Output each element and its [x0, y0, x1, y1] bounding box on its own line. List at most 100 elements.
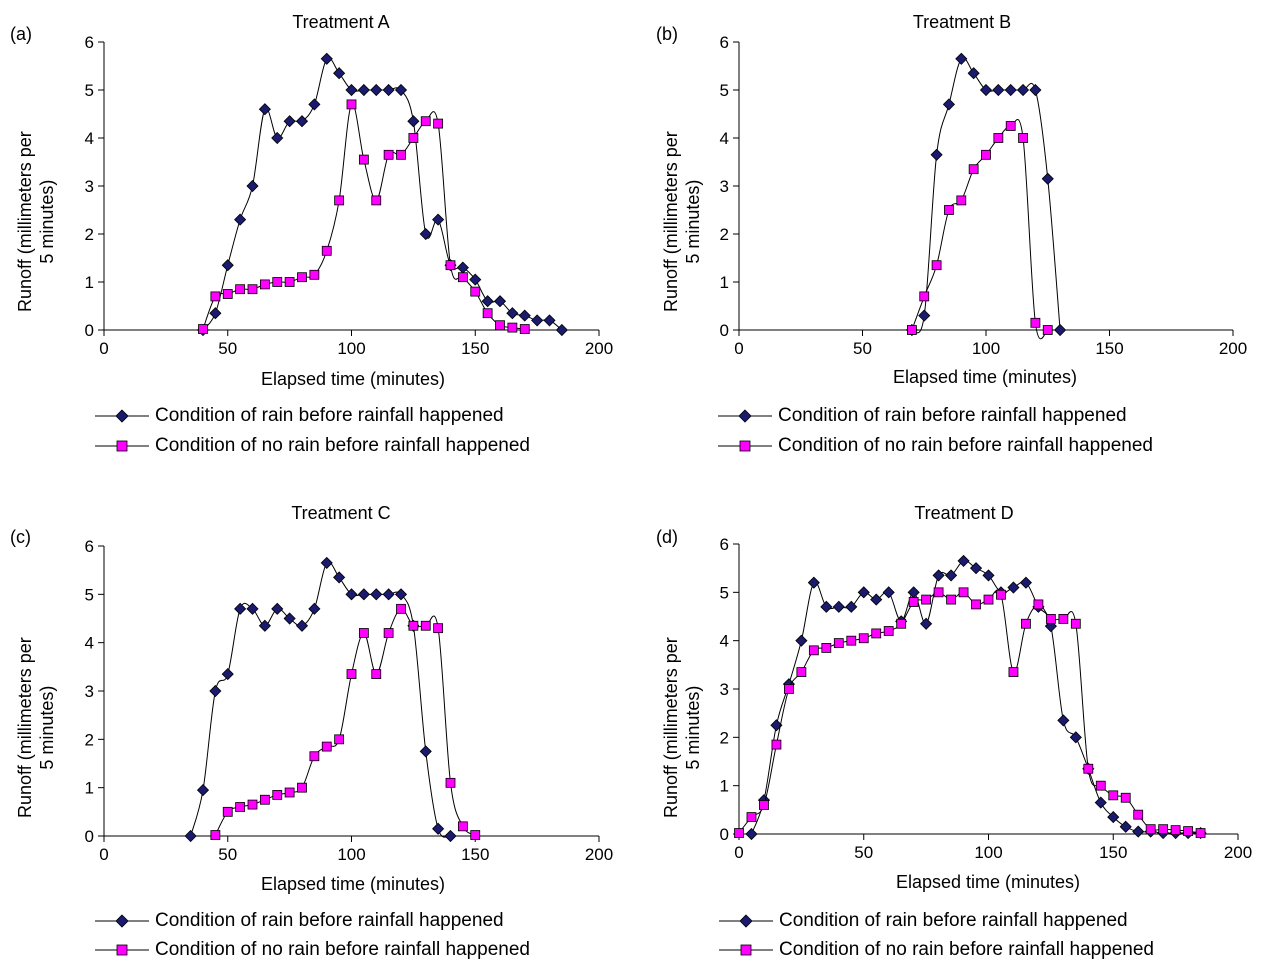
data-point-square [1083, 763, 1094, 774]
data-point-diamond [832, 600, 845, 613]
data-point-square [1158, 824, 1169, 835]
data-point-diamond [942, 98, 956, 111]
data-point-square [358, 628, 369, 638]
legend-label: Condition of no rain before rainfall hap… [779, 939, 1154, 960]
data-point-square [907, 325, 917, 335]
data-point-diamond [345, 83, 358, 97]
data-point-square [457, 821, 468, 832]
data-point-diamond [456, 261, 469, 274]
x-tick-label: 150 [461, 339, 489, 358]
data-point-square [309, 269, 320, 280]
data-point-square [759, 800, 769, 810]
data-point-square [259, 279, 270, 290]
data-point-diamond [234, 602, 247, 615]
data-point-diamond [469, 273, 482, 286]
y-tick-label: 3 [85, 177, 94, 196]
legend-entry-norain: Condition of no rain before rainfall hap… [95, 435, 530, 457]
data-point-diamond [271, 131, 284, 145]
data-point-square [297, 782, 307, 793]
legend-label: Condition of rain before rainfall happen… [155, 910, 504, 931]
data-point-square [321, 741, 332, 752]
chart-title: Treatment D [914, 503, 1014, 523]
panel-label: (a) [10, 24, 32, 44]
y-tick-label: 5 [720, 81, 729, 100]
data-point-square [358, 154, 369, 165]
data-point-square [944, 205, 954, 215]
x-tick-label: 200 [585, 339, 613, 358]
data-point-square [1120, 792, 1131, 803]
data-point-diamond [918, 309, 931, 322]
data-point-square [871, 628, 882, 639]
legend-square-icon [95, 944, 149, 956]
data-point-square [309, 751, 320, 762]
legend-label: Condition of rain before rainfall happen… [779, 910, 1128, 931]
data-point-square [396, 603, 406, 614]
data-point-diamond [979, 83, 993, 97]
y-tick-label: 3 [85, 682, 94, 701]
data-point-square [284, 787, 295, 798]
data-point-diamond [370, 83, 383, 97]
x-tick-label: 200 [1219, 339, 1247, 358]
x-tick-label: 150 [461, 845, 489, 864]
x-axis-label: Elapsed time (minutes) [892, 367, 1078, 387]
data-point-square [1005, 121, 1016, 131]
data-point-square [247, 799, 258, 810]
x-tick-label: 50 [218, 339, 237, 358]
data-point-square [1183, 826, 1193, 836]
data-point-square [346, 99, 357, 110]
data-point-diamond [770, 719, 783, 732]
data-point-square [921, 594, 932, 605]
data-point-diamond [382, 588, 395, 601]
panel-label: (c) [10, 527, 31, 547]
y-tick-label: 1 [720, 273, 729, 292]
x-tick-label: 150 [1099, 843, 1127, 862]
x-tick-label: 0 [734, 843, 743, 862]
legend-entry-norain: Condition of no rain before rainfall hap… [719, 939, 1154, 961]
data-point-diamond [493, 295, 507, 308]
legend-diamond-icon [718, 409, 772, 423]
data-point-square [1195, 828, 1206, 838]
y-tick-label: 0 [720, 321, 729, 340]
data-point-diamond [382, 83, 395, 97]
data-point-diamond [845, 600, 858, 613]
data-point-diamond [345, 588, 358, 601]
data-point-square [908, 597, 919, 607]
data-point-square [771, 739, 782, 750]
data-point-square [470, 830, 481, 840]
data-point-square [1133, 809, 1144, 820]
data-point-square [408, 133, 419, 143]
data-point-square [346, 669, 357, 679]
data-point-square [1030, 317, 1041, 328]
data-point-diamond [394, 83, 408, 97]
data-point-square [983, 594, 994, 605]
x-axis-label: Elapsed time (minutes) [260, 369, 446, 389]
data-point-diamond [432, 822, 445, 835]
series-line [738, 589, 1201, 834]
data-point-square [996, 589, 1006, 600]
data-point-diamond [295, 115, 309, 128]
data-point-square [210, 291, 221, 302]
legend-diamond-icon [719, 914, 773, 928]
x-tick-label: 150 [1095, 339, 1123, 358]
legend-square-icon [718, 440, 772, 452]
data-point-diamond [982, 569, 995, 582]
data-point-square [334, 195, 345, 206]
legend-square-icon [95, 440, 149, 452]
data-point-diamond [283, 115, 296, 128]
data-point-diamond [432, 213, 445, 226]
data-point-square [1042, 325, 1053, 335]
data-point-diamond [1069, 731, 1082, 744]
data-point-diamond [555, 323, 568, 337]
y-tick-label: 6 [85, 537, 94, 556]
data-point-diamond [820, 600, 833, 613]
data-point-diamond [870, 593, 883, 606]
data-point-square [235, 284, 246, 295]
x-tick-label: 50 [854, 843, 873, 862]
data-point-square [1095, 780, 1106, 791]
data-point-diamond [333, 67, 346, 80]
data-point-square [1045, 614, 1056, 624]
data-point-diamond [932, 569, 945, 582]
data-point-diamond [209, 684, 222, 698]
data-point-diamond [531, 314, 544, 327]
data-point-square [222, 806, 233, 817]
